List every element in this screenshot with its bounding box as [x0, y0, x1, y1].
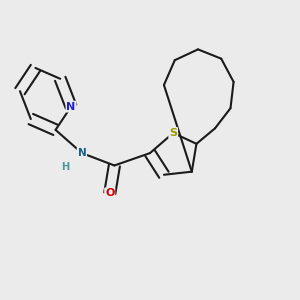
Text: H: H	[61, 162, 69, 172]
Text: N: N	[66, 102, 76, 112]
Text: O: O	[105, 188, 114, 198]
Text: H: H	[61, 162, 69, 172]
Text: S: S	[169, 128, 177, 138]
Text: N: N	[77, 148, 86, 158]
